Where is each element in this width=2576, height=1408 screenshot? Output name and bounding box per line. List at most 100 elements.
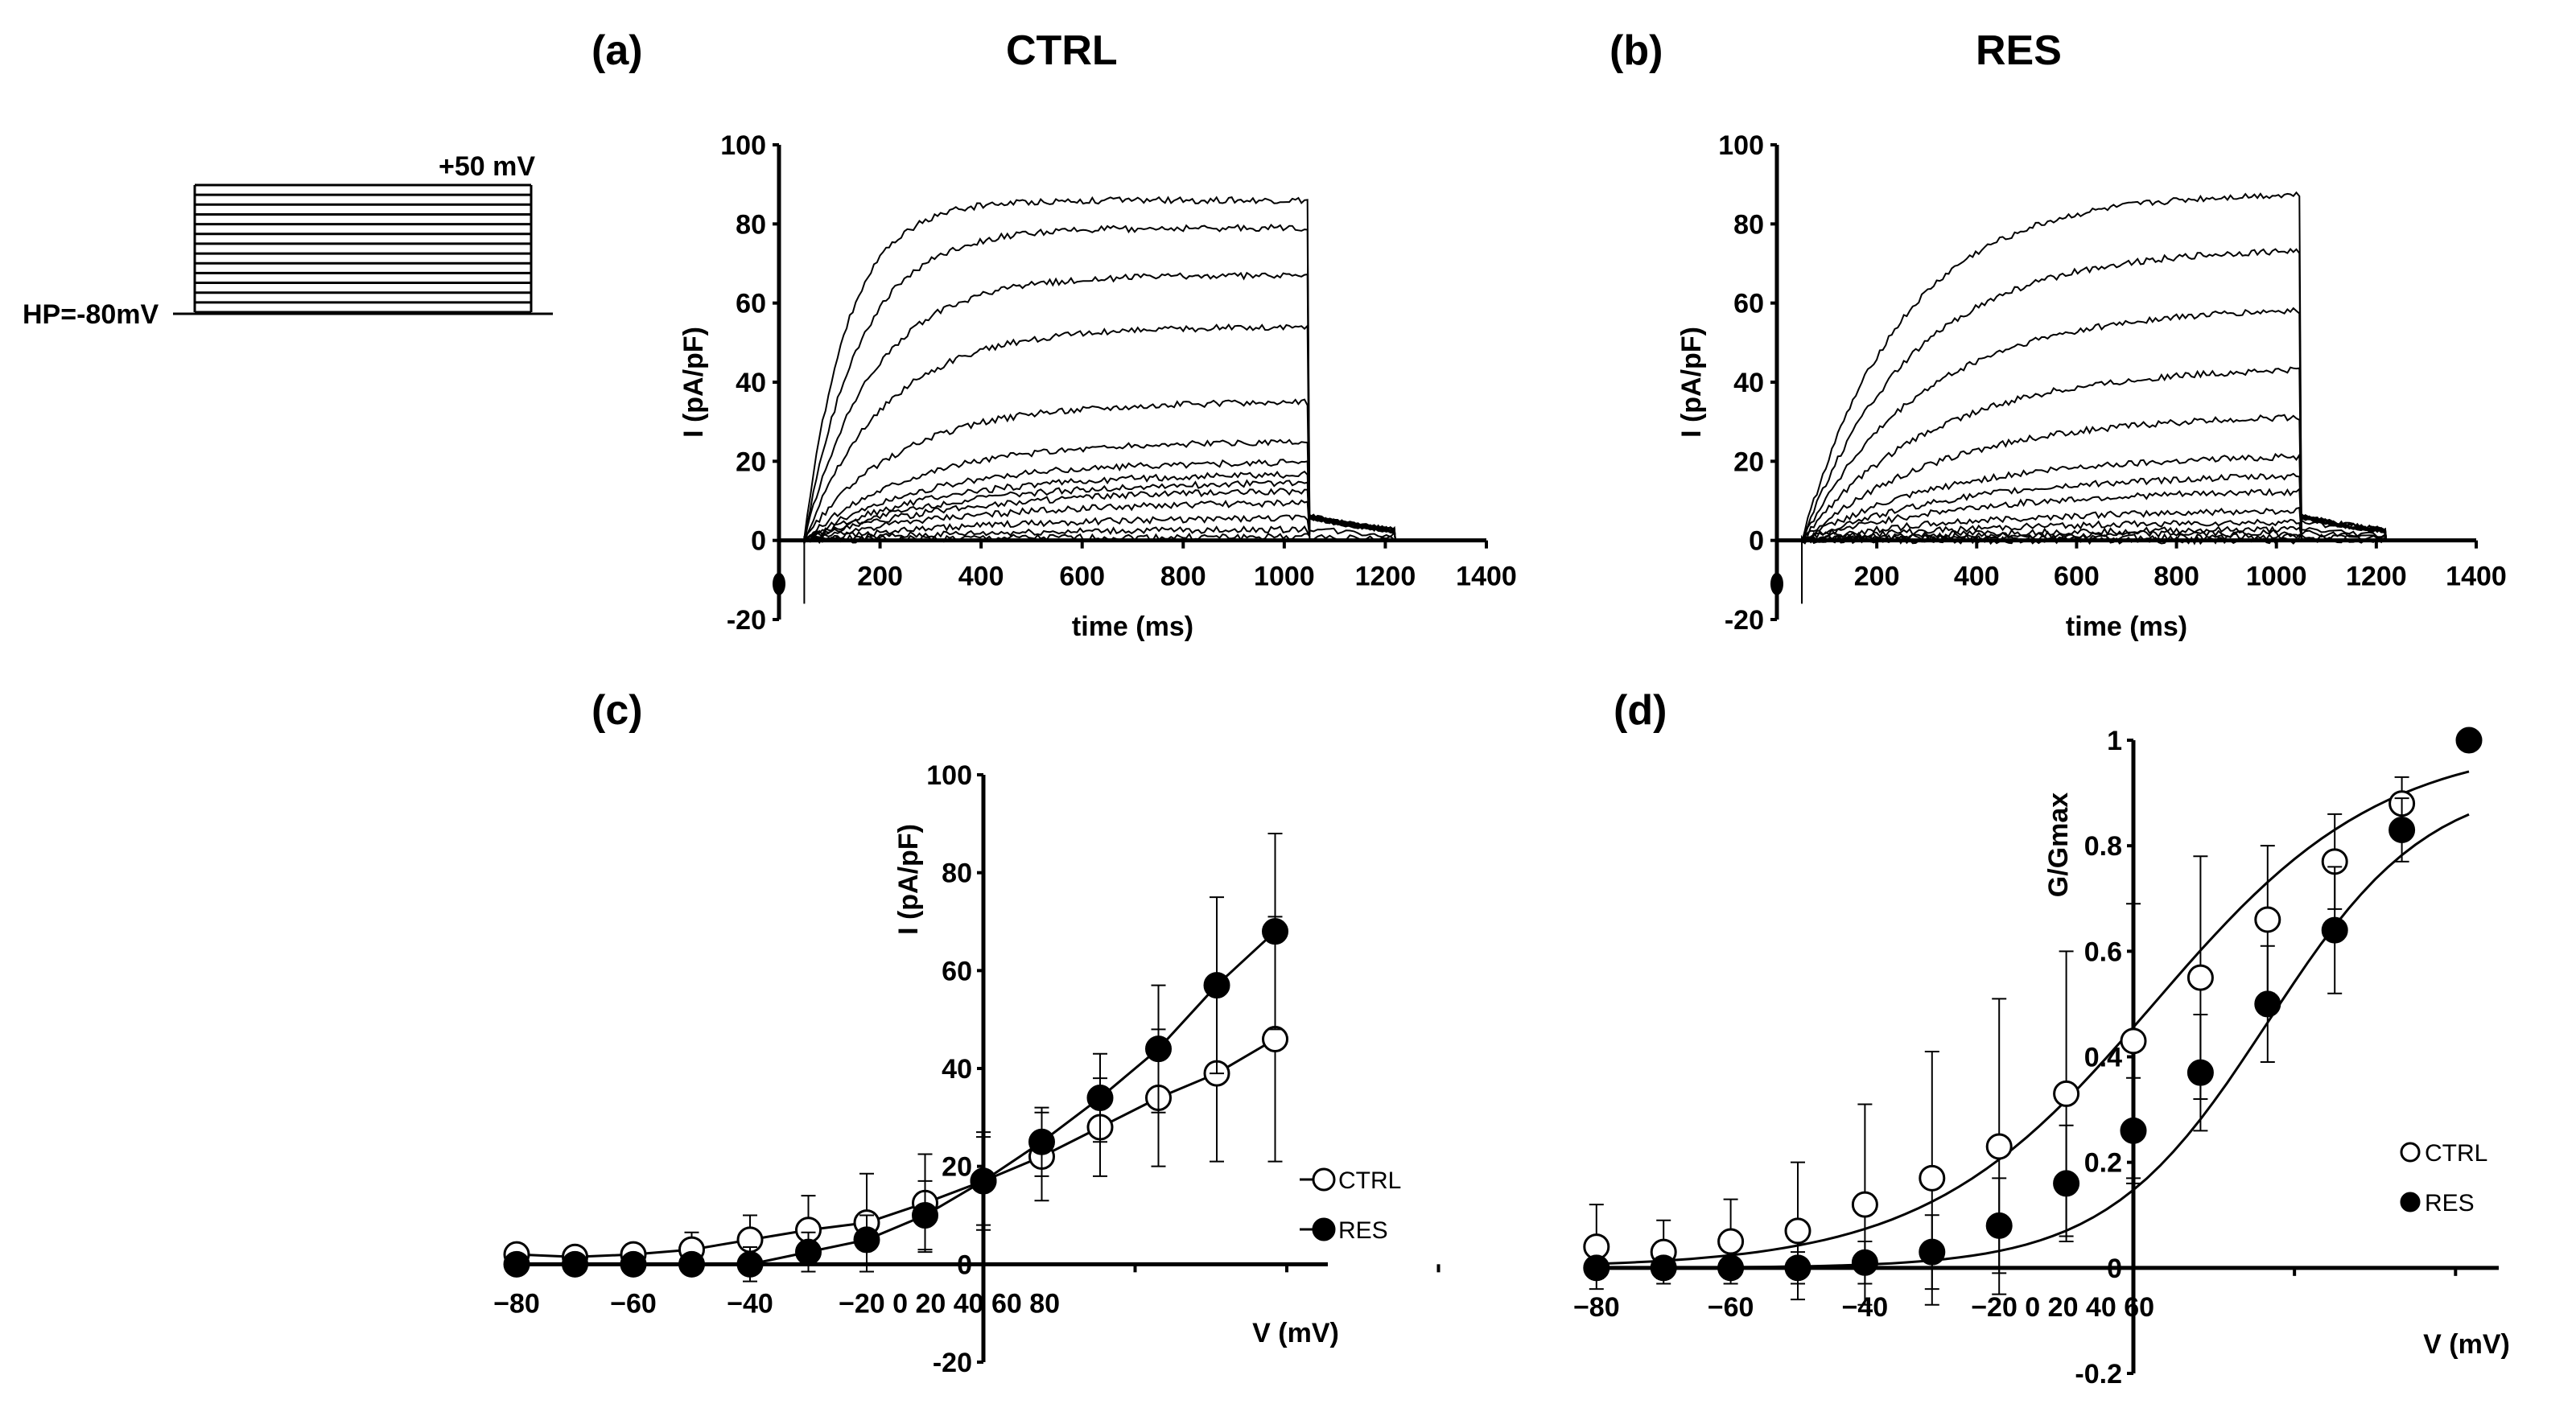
legend-label-res: RES: [2425, 1190, 2475, 1217]
y-tick-label: -20: [1725, 605, 1764, 636]
y-tick-label: 80: [1733, 209, 1764, 240]
y-tick-label: -20: [727, 605, 766, 636]
data-point-res: [620, 1250, 647, 1278]
data-point-res: [2254, 990, 2281, 1018]
x-tick-label: −20 0 20 40 60 80: [839, 1288, 1060, 1319]
x-tick-label: 1400: [2446, 562, 2507, 592]
data-point-res: [853, 1226, 880, 1254]
y-tick-label: 20: [736, 447, 766, 477]
panel-b-title: RES: [1976, 27, 2062, 74]
panel-a-letter: (a): [591, 27, 643, 74]
data-point-res: [562, 1250, 588, 1278]
current-trace: [1777, 518, 2476, 544]
data-point-ctrl: [2120, 1027, 2147, 1055]
data-point-ctrl: [1919, 1164, 1946, 1192]
x-tick-label: 400: [958, 562, 1004, 592]
x-tick-label: 600: [2054, 562, 2100, 592]
y-tick-label: 0.6: [2084, 937, 2122, 967]
panel-b-letter: (b): [1609, 27, 1663, 74]
x-tick-label: 200: [857, 562, 903, 592]
panel-d-letter: (d): [1614, 687, 1667, 734]
data-point-res: [1583, 1254, 1610, 1282]
y-tick-label: 100: [1718, 130, 1764, 161]
panel-b-chart: -20 0 20 40 60 80 100 200 400 600 800 1000 1200 1400 t…: [1676, 130, 2507, 642]
data-point-ctrl: [2254, 906, 2281, 933]
x-tick-label: −40: [727, 1288, 773, 1319]
data-point-res: [1086, 1085, 1114, 1111]
y-tick-label: 0: [751, 526, 766, 557]
current-trace: [1777, 247, 2476, 544]
y-tick-label: -20: [933, 1348, 972, 1378]
data-point-res: [503, 1250, 530, 1278]
y-tick-label: 100: [720, 130, 766, 161]
data-point-res: [2455, 727, 2483, 754]
legend-label-res: RES: [1338, 1217, 1388, 1244]
x-tick-label: −20 0 20 40 60: [1971, 1292, 2154, 1323]
current-trace: [779, 470, 1486, 545]
y-tick-label: 60: [942, 956, 972, 986]
x-tick-label: −80: [1573, 1292, 1620, 1323]
current-trace: [1777, 472, 2476, 542]
current-trace: [779, 196, 1486, 541]
x-tick-label: 200: [1854, 562, 1900, 592]
data-point-ctrl: [1851, 1191, 1878, 1218]
y-tick-label: 40: [736, 368, 766, 398]
data-point-res: [2388, 816, 2416, 843]
legend-marker-res: [1312, 1217, 1336, 1241]
x-tick-label: 1000: [1254, 562, 1315, 592]
data-point-res: [678, 1250, 705, 1278]
data-point-ctrl: [2187, 964, 2214, 991]
y-tick-label: 0.2: [2084, 1148, 2122, 1179]
x-axis-label: V (mV): [2423, 1329, 2510, 1360]
data-point-res: [2120, 1117, 2147, 1144]
current-trace: [1777, 414, 2476, 543]
y-tick-label: 0: [957, 1249, 972, 1280]
current-trace: [1777, 191, 2476, 543]
data-point-res: [1028, 1128, 1055, 1155]
current-trace: [779, 398, 1486, 541]
current-trace: [1777, 307, 2476, 541]
data-point-res: [736, 1250, 764, 1278]
origin-marker: [1770, 572, 1783, 595]
x-tick-label: 400: [1954, 562, 2000, 592]
y-tick-label: 1: [2107, 726, 2122, 756]
current-trace: [779, 514, 1486, 544]
y-tick-label: 20: [1733, 447, 1764, 477]
current-trace: [779, 323, 1486, 544]
x-tick-label: 1200: [1355, 562, 1416, 592]
y-axis-label: I (pA/pF): [893, 824, 924, 935]
current-trace: [779, 271, 1486, 543]
x-tick-label: −60: [610, 1288, 657, 1319]
y-tick-label: 80: [942, 858, 972, 889]
y-axis-label: I (pA/pF): [678, 327, 709, 438]
data-point-res: [912, 1202, 938, 1229]
data-point-res: [2053, 1170, 2080, 1197]
data-point-res: [1262, 918, 1288, 945]
y-tick-label: 0: [1749, 526, 1764, 557]
protocol-hold-label: HP=-80mV: [23, 299, 159, 330]
y-tick-label: 80: [736, 209, 766, 240]
y-tick-label: 0.8: [2084, 831, 2122, 862]
current-trace: [1777, 506, 2476, 544]
y-tick-label: 40: [1733, 368, 1764, 398]
data-point-res: [970, 1167, 997, 1195]
legend-marker-res: [2400, 1192, 2421, 1212]
data-point-ctrl: [1784, 1217, 1811, 1245]
data-point-ctrl: [1262, 1026, 1288, 1052]
fit-curve-ctrl: [1596, 770, 2470, 1266]
panel-c-letter: (c): [591, 687, 643, 734]
x-tick-label: −80: [493, 1288, 540, 1319]
x-tick-label: 800: [1160, 562, 1206, 592]
data-point-res: [1784, 1254, 1811, 1282]
series-line-ctrl: [516, 1038, 1276, 1258]
current-trace: [1777, 366, 2476, 542]
data-point-res: [1985, 1212, 2013, 1239]
x-axis-label: V (mV): [1252, 1318, 1339, 1348]
legend-label-ctrl: CTRL: [1338, 1167, 1401, 1194]
x-tick-label: 1400: [1456, 562, 1517, 592]
origin-marker: [773, 572, 785, 595]
current-trace: [1777, 525, 2476, 545]
y-axis-label: G/Gmax: [2043, 793, 2074, 897]
current-trace: [779, 438, 1486, 541]
